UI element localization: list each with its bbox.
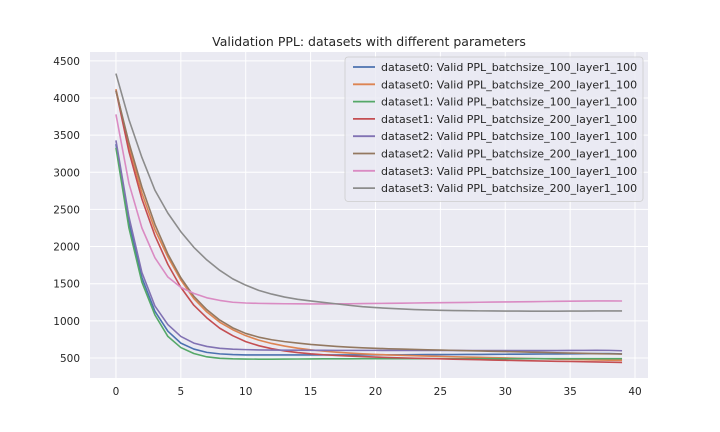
legend-label-0: dataset0: Valid PPL_batchsize_100_layer1… [381, 61, 637, 74]
x-tick-label: 25 [434, 386, 447, 398]
x-axis-ticks: 0 5 10 15 20 25 30 35 40 [113, 386, 642, 398]
legend-label-4: dataset2: Valid PPL_batchsize_100_layer1… [381, 130, 637, 143]
y-tick-label: 1500 [53, 279, 80, 291]
series-line-6 [115, 114, 623, 305]
x-tick-label: 35 [563, 386, 576, 398]
legend-label-5: dataset2: Valid PPL_batchsize_200_layer1… [381, 148, 637, 161]
y-tick-label: 500 [60, 353, 80, 365]
y-tick-label: 4500 [53, 56, 80, 68]
legend-label-7: dataset3: Valid PPL_batchsize_200_layer1… [381, 182, 637, 195]
series-lines [115, 73, 623, 364]
x-tick-label: 40 [628, 386, 641, 398]
legend-label-2: dataset1: Valid PPL_batchsize_100_layer1… [381, 96, 637, 109]
series-line-7 [115, 73, 623, 312]
legend-box [344, 56, 644, 202]
legend-label-1: dataset0: Valid PPL_batchsize_200_layer1… [381, 78, 637, 91]
legend-label-6: dataset3: Valid PPL_batchsize_100_layer1… [381, 165, 637, 178]
y-tick-label: 4000 [53, 93, 80, 105]
x-tick-label: 5 [177, 386, 184, 398]
x-tick-label: 10 [239, 386, 252, 398]
series-line-4 [115, 140, 623, 352]
y-tick-label: 3500 [53, 130, 80, 142]
series-line-5 [115, 90, 623, 355]
y-tick-label: 2000 [53, 242, 80, 254]
y-tick-label: 3000 [53, 167, 80, 179]
x-tick-label: 0 [113, 386, 120, 398]
chart-title: Validation PPL: datasets with different … [212, 34, 526, 49]
series-line-3 [115, 90, 623, 364]
y-tick-label: 1000 [53, 316, 80, 328]
x-tick-label: 15 [304, 386, 317, 398]
y-axis-ticks: 500 1000 1500 2000 2500 3000 3500 4000 4500 [53, 56, 80, 365]
y-tick-label: 2500 [53, 204, 80, 216]
legend-label-3: dataset1: Valid PPL_batchsize_200_layer1… [381, 113, 637, 126]
x-tick-label: 20 [369, 386, 382, 398]
x-tick-label: 30 [499, 386, 512, 398]
series-line-2 [115, 147, 623, 360]
legend: dataset0: Valid PPL_batchsize_100_layer1… [344, 56, 644, 202]
